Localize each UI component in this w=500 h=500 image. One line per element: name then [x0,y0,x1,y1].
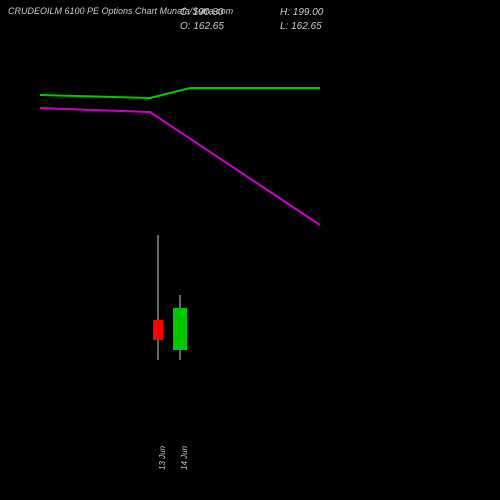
close-label: C: [180,7,190,18]
high-value: 199.00 [293,7,324,18]
x-axis-label: 14 Jun [180,446,189,470]
close-value: 190.80 [193,7,224,18]
x-axis-label: 13 Jun [158,446,167,470]
ohlc-block-1: C: 190.80 O: 162.65 [180,6,224,34]
open-label: O: [180,21,191,32]
low-label: L: [280,21,288,32]
chart-svg [40,40,460,440]
open-value: 162.65 [193,21,224,32]
low-value: 162.65 [291,21,322,32]
ohlc-block-2: H: 199.00 L: 162.65 [280,6,323,34]
chart-area: 13 Jun14 Jun [40,40,460,440]
candle-body [173,308,187,350]
high-label: H: [280,7,290,18]
indicator-line [40,88,320,98]
candle-body [153,320,163,340]
indicator-line [40,108,320,225]
